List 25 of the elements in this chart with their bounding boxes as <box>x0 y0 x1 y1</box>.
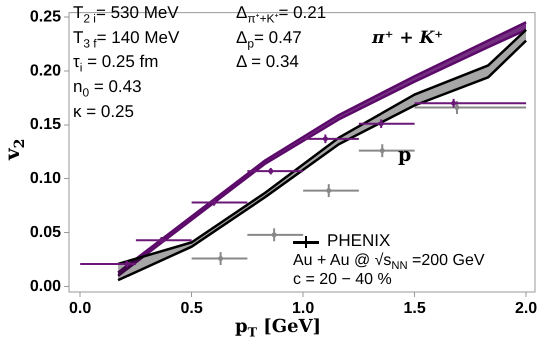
y-tick-label: 0.05 <box>30 224 62 242</box>
annotation: Δ$_{π⁺+K⁺}$= 0.21 <box>236 3 326 26</box>
series-label: π⁺ + K⁺ <box>372 28 444 48</box>
y-tick-label: 0.10 <box>30 170 62 188</box>
annotation: Δ = 0.34 <box>236 52 299 71</box>
annotation: c = 20 − 40 % <box>293 271 392 288</box>
x-tick-label: 1.0 <box>292 300 314 318</box>
annotation: Δ$_{p}$= 0.47 <box>236 28 302 50</box>
annotation: κ = 0.25 <box>73 102 134 121</box>
y-tick-label: 0.15 <box>30 116 62 134</box>
annotation: PHENIX <box>327 231 390 250</box>
x-tick-label: 0.0 <box>69 300 92 318</box>
annotation: T$_{2 i}$= 530 MeV <box>73 3 179 26</box>
x-tick-label: 2.0 <box>514 300 538 318</box>
x-tick-label: 1.5 <box>403 300 426 318</box>
x-tick-label: 0.5 <box>180 300 203 318</box>
annotation: n$_{0}$ = 0.43 <box>73 77 142 100</box>
y-tick-label: 0.25 <box>30 8 62 26</box>
x-axis-title: p$_{T}$ [GeV] <box>235 316 322 340</box>
annotation: τ$_{i}$ = 0.25 fm <box>73 52 158 74</box>
annotation: Au + Au @ √s$_{NN}$ =200 GeV <box>293 252 485 272</box>
y-tick-label: 0.00 <box>30 278 62 296</box>
series-label: p <box>398 144 412 166</box>
y-tick-label: 0.20 <box>30 62 62 80</box>
annotation: T$_{3 f}$= 140 MeV <box>73 28 180 50</box>
